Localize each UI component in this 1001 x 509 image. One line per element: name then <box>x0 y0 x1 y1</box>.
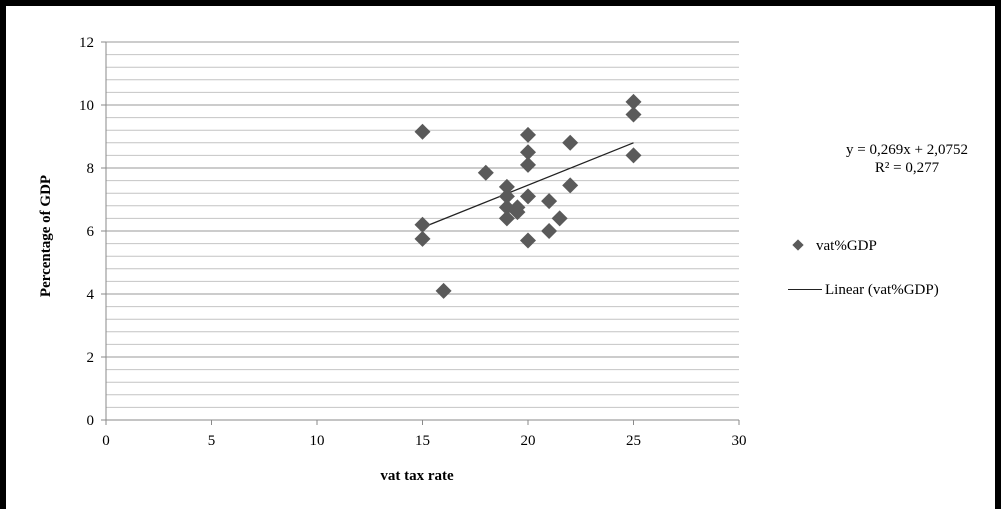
x-axis-label: vat tax rate <box>380 468 454 484</box>
x-tick-labels: 0 5 10 15 20 25 30 <box>102 420 747 449</box>
data-point <box>520 144 536 161</box>
y-tick-label: 0 <box>87 413 95 429</box>
legend-item-scatter: vat%GDP <box>792 238 877 255</box>
x-tick-label: 20 <box>521 433 536 449</box>
legend-label-trendline: Linear (vat%GDP) <box>825 282 939 298</box>
y-tick-label: 2 <box>87 350 95 366</box>
data-point <box>477 164 494 181</box>
x-tick-label: 30 <box>732 433 747 449</box>
x-tick-label: 10 <box>310 433 325 449</box>
x-tick-label: 15 <box>415 433 430 449</box>
data-point <box>414 123 431 140</box>
y-tick-label: 12 <box>79 35 94 51</box>
data-point <box>498 178 515 195</box>
data-point <box>520 156 536 173</box>
data-point <box>541 193 558 210</box>
y-axis-label: Percentage of GDP <box>38 175 54 297</box>
data-point <box>435 282 452 299</box>
diamond-marker-icon <box>792 239 804 251</box>
y-tick-label: 4 <box>87 287 95 303</box>
data-point <box>520 188 536 205</box>
legend-item-trendline: Linear (vat%GDP) <box>788 282 939 299</box>
trendline-group <box>422 142 634 229</box>
data-point <box>498 199 515 216</box>
line-marker-icon <box>788 289 822 290</box>
data-point <box>562 134 579 151</box>
data-point <box>541 223 558 239</box>
data-point <box>520 232 536 249</box>
x-tick-label: 5 <box>208 433 216 449</box>
r-squared-text: R² = 0,277 <box>874 160 940 176</box>
data-point <box>551 210 568 227</box>
data-point <box>520 126 536 143</box>
data-point <box>625 106 642 123</box>
y-tick-labels: 0 2 4 6 8 10 12 <box>79 35 106 429</box>
y-tick-label: 8 <box>87 161 95 177</box>
y-tick-label: 10 <box>79 98 94 114</box>
data-point <box>414 230 431 247</box>
trendline-equation: y = 0,269x + 2,0752 R² = 0,277 <box>842 141 972 177</box>
data-point <box>625 93 642 110</box>
trendline <box>422 142 634 229</box>
equation-text: y = 0,269x + 2,0752 <box>846 142 968 158</box>
scatter-chart: 0 5 10 15 20 25 30 0 2 4 6 8 10 12 vat tax rate Perc… <box>38 35 747 484</box>
data-point <box>498 188 515 205</box>
data-points <box>414 93 642 299</box>
legend-label-scatter: vat%GDP <box>816 238 877 254</box>
x-tick-label: 25 <box>626 433 641 449</box>
data-point <box>625 147 642 164</box>
data-point <box>498 210 515 227</box>
y-tick-label: 6 <box>87 224 95 240</box>
data-point <box>414 216 431 233</box>
data-point <box>562 177 579 194</box>
x-tick-label: 0 <box>102 433 110 449</box>
data-point <box>509 204 526 221</box>
